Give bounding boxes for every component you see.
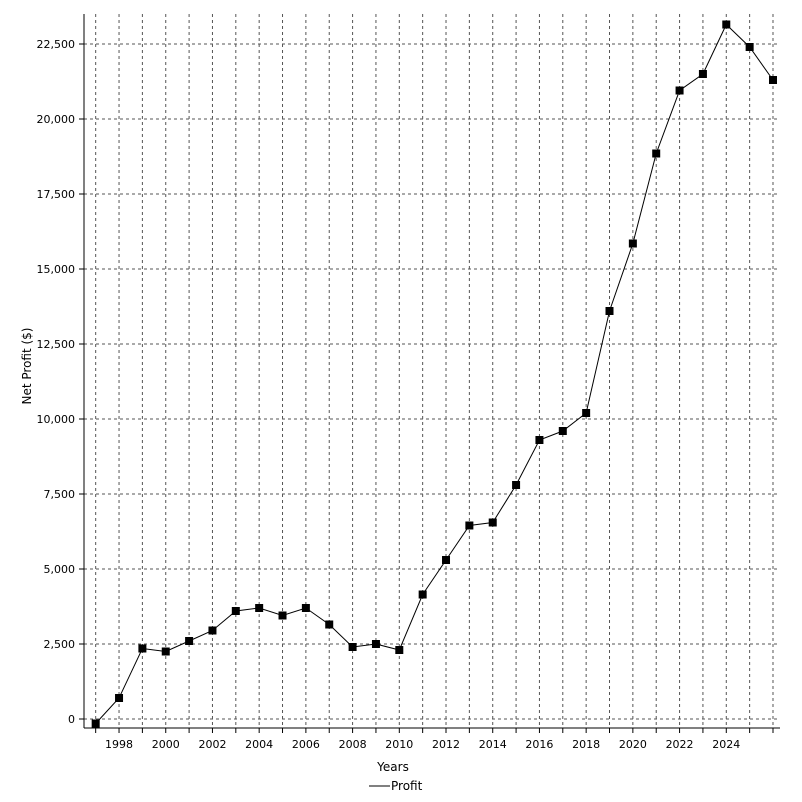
data-point-marker — [675, 86, 684, 95]
data-point-marker — [255, 604, 264, 612]
data-point-marker — [652, 149, 661, 158]
y-tick-label: 10,000 — [37, 413, 76, 426]
data-point-marker — [535, 436, 544, 444]
x-tick-label: 2012 — [432, 738, 460, 751]
y-tick-label: 7,500 — [44, 488, 76, 501]
data-point-marker — [91, 719, 100, 728]
data-point-marker — [231, 607, 240, 615]
y-axis-title: Net Profit ($) — [20, 328, 34, 405]
x-tick-label: 2024 — [712, 738, 740, 751]
x-tick-label: 2008 — [339, 738, 367, 751]
x-tick-label: 2020 — [619, 738, 647, 751]
data-point-marker — [185, 637, 194, 645]
data-point-marker — [161, 647, 170, 656]
ticks: 1998 2000 2002 2004 2006 2008 2010 2012 2014 2016… — [37, 38, 774, 751]
data-point-marker — [582, 409, 591, 417]
x-tick-label: 2016 — [525, 738, 553, 751]
x-tick-label: 2006 — [292, 738, 320, 751]
x-tick-label: 1998 — [105, 738, 133, 751]
y-tick-label: 5,000 — [44, 563, 76, 576]
data-point-marker — [301, 604, 310, 612]
series — [91, 20, 777, 728]
data-point-marker — [488, 518, 497, 527]
y-tick-label: 12,500 — [37, 338, 76, 351]
y-tick-label: 17,500 — [37, 188, 76, 201]
data-point-marker — [745, 43, 754, 51]
data-point-marker — [278, 611, 287, 620]
data-point-marker — [138, 644, 147, 653]
data-point-marker — [325, 620, 334, 629]
x-axis-title: Years — [376, 760, 409, 774]
data-point-marker — [442, 556, 451, 564]
data-point-marker — [558, 427, 567, 435]
data-point-marker — [395, 646, 404, 654]
x-tick-label: 2018 — [572, 738, 600, 751]
data-point-marker — [418, 590, 427, 599]
x-tick-label: 2002 — [198, 738, 226, 751]
data-point-marker — [115, 694, 124, 702]
series-line-profit — [95, 23, 774, 724]
legend: Profit — [369, 779, 423, 793]
y-tick-label: 0 — [68, 713, 75, 726]
data-point-marker — [208, 626, 217, 635]
data-point-marker — [768, 76, 777, 84]
y-tick-label: 15,000 — [37, 263, 76, 276]
x-tick-label: 2014 — [479, 738, 507, 751]
axes — [83, 14, 780, 729]
x-tick-label: 2010 — [385, 738, 413, 751]
x-tick-label: 2022 — [666, 738, 694, 751]
x-tick-label: 2000 — [152, 738, 180, 751]
x-tick-label: 2004 — [245, 738, 273, 751]
data-point-marker — [371, 640, 380, 648]
y-tick-label: 22,500 — [37, 38, 76, 51]
data-point-marker — [348, 643, 357, 651]
y-tick-label: 20,000 — [37, 113, 76, 126]
data-point-marker — [722, 20, 731, 29]
legend-label-profit: Profit — [391, 779, 423, 793]
data-point-marker — [698, 70, 707, 78]
data-point-marker — [605, 307, 614, 315]
y-tick-label: 2,500 — [44, 638, 76, 651]
data-point-marker — [628, 239, 637, 248]
data-point-marker — [512, 481, 521, 489]
grid — [84, 14, 780, 728]
data-point-marker — [465, 521, 474, 530]
